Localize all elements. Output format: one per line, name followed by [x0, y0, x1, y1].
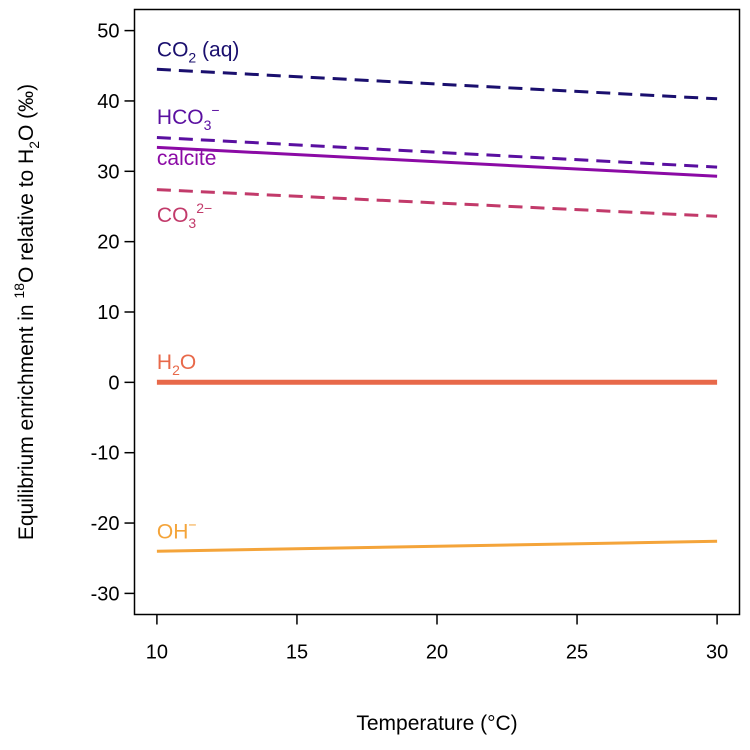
series-label-part: 2− — [196, 200, 212, 216]
plot-frame — [133, 8, 741, 616]
y-axis: -30 -20 -10 0 10 20 30 40 50 — [91, 21, 135, 605]
series-label: CO2 (aq) — [157, 39, 239, 66]
x-axis-title: Temperature (°C) — [356, 712, 517, 735]
series-line — [156, 188, 718, 218]
series-label: H2O — [157, 351, 196, 378]
y-tick-label: 30 — [97, 161, 119, 183]
series-label-part: − — [188, 517, 196, 533]
series-label-part: H — [157, 351, 172, 374]
y-axis-title-sup: 18 — [11, 283, 27, 299]
y-axis-title: Equilibrium enrichment in 18O relative t… — [11, 84, 42, 540]
series-label: OH− — [157, 517, 197, 544]
series-label-part: 3 — [204, 117, 212, 133]
x-tick-label: 15 — [286, 642, 308, 664]
series-line — [156, 539, 718, 553]
y-axis-title-part: O relative to H — [15, 149, 38, 283]
y-axis-title-part: O (‰) — [15, 84, 38, 141]
y-tick-label: 20 — [97, 232, 119, 254]
x-tick-label: 20 — [426, 642, 448, 664]
y-tick-label: 10 — [97, 302, 119, 324]
series-label: HCO3− — [157, 102, 220, 133]
series-line — [156, 67, 718, 101]
series-label: CO32− — [157, 200, 212, 231]
y-axis-title-sub: 2 — [26, 141, 42, 149]
series-label: calcite — [157, 147, 217, 170]
series-label-part: HCO — [157, 106, 204, 129]
x-tick-label: 10 — [146, 642, 168, 664]
series-label-part: 2 — [172, 362, 180, 378]
y-axis-title-part: Equilibrium enrichment in — [15, 299, 38, 541]
series-line — [156, 136, 718, 169]
series-label-part: (aq) — [196, 39, 239, 62]
x-axis: 10 15 20 25 30 — [146, 614, 728, 664]
x-tick-label: 30 — [706, 642, 728, 664]
series-label-part: O — [180, 351, 196, 374]
series-label-part: 3 — [188, 215, 196, 231]
y-tick-label: -10 — [91, 443, 120, 465]
series-label-part: 2 — [188, 50, 196, 66]
series-line — [156, 145, 718, 178]
x-tick-label: 25 — [566, 642, 588, 664]
y-tick-label: 40 — [97, 91, 119, 113]
series-label-part: CO — [157, 39, 189, 62]
series-label-part: − — [211, 102, 219, 118]
y-tick-label: -20 — [91, 513, 120, 535]
series-label-part: CO — [157, 204, 189, 227]
y-tick-label: -30 — [91, 583, 120, 605]
y-tick-label: 0 — [108, 372, 119, 394]
series-label-part: calcite — [157, 147, 217, 170]
series-lines — [156, 67, 718, 553]
series-label-part: OH — [157, 521, 189, 544]
y-tick-label: 50 — [97, 21, 119, 43]
